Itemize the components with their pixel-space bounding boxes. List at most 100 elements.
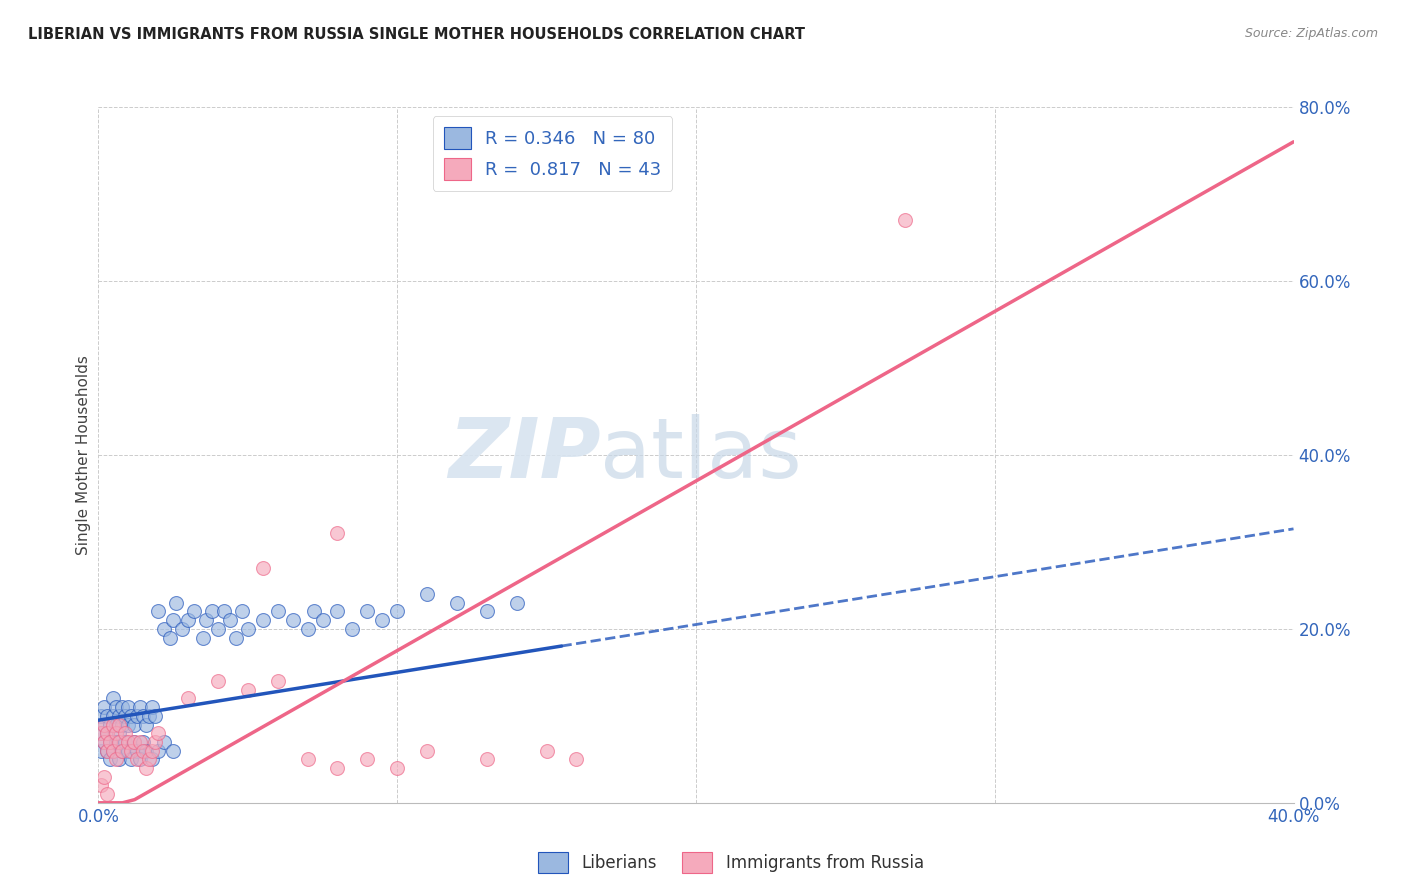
Point	[342, 622, 364, 636]
Point	[129, 700, 152, 714]
Point	[225, 631, 247, 645]
Point	[475, 752, 498, 766]
Point	[93, 717, 115, 731]
Point	[267, 674, 290, 689]
Point	[103, 744, 125, 758]
Point	[108, 735, 131, 749]
Point	[103, 744, 125, 758]
Point	[129, 735, 152, 749]
Point	[105, 726, 128, 740]
Point	[172, 622, 194, 636]
Point	[96, 787, 118, 801]
Point	[356, 605, 378, 619]
Point	[135, 717, 157, 731]
Point	[207, 622, 229, 636]
Point	[129, 752, 152, 766]
Point	[103, 708, 125, 723]
Point	[96, 708, 118, 723]
Point	[114, 726, 136, 740]
Point	[90, 744, 112, 758]
Point	[201, 605, 224, 619]
Point	[96, 744, 118, 758]
Point	[127, 752, 149, 766]
Point	[105, 735, 128, 749]
Point	[297, 622, 319, 636]
Point	[894, 213, 917, 227]
Point	[98, 735, 122, 749]
Point	[124, 735, 146, 749]
Point	[111, 744, 134, 758]
Point	[219, 613, 242, 627]
Point	[117, 735, 139, 749]
Point	[231, 605, 253, 619]
Point	[124, 735, 146, 749]
Point	[236, 622, 259, 636]
Point	[120, 744, 142, 758]
Point	[103, 717, 125, 731]
Point	[506, 596, 529, 610]
Point	[565, 752, 588, 766]
Point	[114, 735, 136, 749]
Point	[127, 708, 149, 723]
Point	[165, 596, 187, 610]
Point	[117, 744, 139, 758]
Point	[177, 613, 200, 627]
Point	[90, 708, 112, 723]
Point	[326, 605, 349, 619]
Point	[141, 744, 163, 758]
Point	[96, 726, 118, 740]
Point	[135, 761, 157, 775]
Point	[183, 605, 205, 619]
Point	[162, 744, 184, 758]
Point	[98, 717, 122, 731]
Point	[326, 761, 349, 775]
Point	[135, 744, 157, 758]
Point	[93, 717, 115, 731]
Point	[177, 691, 200, 706]
Point	[132, 735, 155, 749]
Point	[385, 761, 409, 775]
Point	[148, 605, 170, 619]
Point	[132, 744, 155, 758]
Point	[143, 735, 166, 749]
Text: ZIP: ZIP	[447, 415, 600, 495]
Point	[302, 605, 325, 619]
Text: Source: ZipAtlas.com: Source: ZipAtlas.com	[1244, 27, 1378, 40]
Point	[138, 752, 160, 766]
Point	[108, 717, 131, 731]
Point	[141, 752, 163, 766]
Point	[132, 708, 155, 723]
Point	[120, 708, 142, 723]
Point	[117, 700, 139, 714]
Point	[153, 622, 176, 636]
Point	[385, 605, 409, 619]
Point	[148, 726, 170, 740]
Point	[191, 631, 214, 645]
Point	[326, 526, 349, 541]
Point	[159, 631, 181, 645]
Point	[371, 613, 394, 627]
Point	[252, 561, 274, 575]
Point	[93, 735, 115, 749]
Point	[105, 752, 128, 766]
Point	[120, 752, 142, 766]
Point	[111, 744, 134, 758]
Point	[93, 700, 115, 714]
Point	[103, 691, 125, 706]
Point	[267, 605, 290, 619]
Text: LIBERIAN VS IMMIGRANTS FROM RUSSIA SINGLE MOTHER HOUSEHOLDS CORRELATION CHART: LIBERIAN VS IMMIGRANTS FROM RUSSIA SINGL…	[28, 27, 806, 42]
Y-axis label: Single Mother Households: Single Mother Households	[76, 355, 91, 555]
Legend: R = 0.346   N = 80, R =  0.817   N = 43: R = 0.346 N = 80, R = 0.817 N = 43	[433, 116, 672, 191]
Point	[127, 744, 149, 758]
Point	[446, 596, 468, 610]
Point	[236, 682, 259, 697]
Point	[108, 752, 131, 766]
Point	[90, 778, 112, 792]
Text: atlas: atlas	[600, 415, 801, 495]
Point	[98, 752, 122, 766]
Point	[416, 587, 439, 601]
Point	[96, 744, 118, 758]
Point	[207, 674, 229, 689]
Point	[416, 744, 439, 758]
Point	[212, 605, 235, 619]
